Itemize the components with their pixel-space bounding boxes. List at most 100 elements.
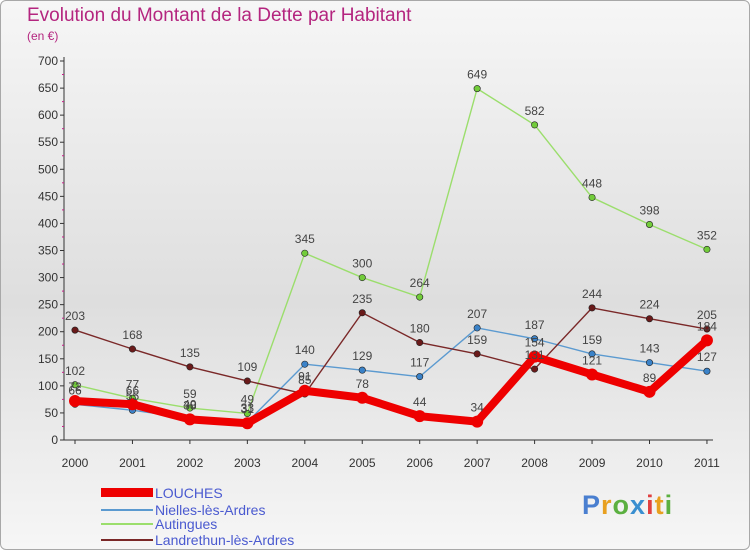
data-label-nielles-les-ardres: 140 [295,343,315,357]
data-label-autingues: 448 [582,176,602,190]
data-label-autingues: 300 [352,257,372,271]
y-tick-label: 100 [38,379,58,393]
data-point-louches [700,334,713,347]
proxiti-logo: Proxiti [582,490,673,521]
y-tick-label: 650 [38,81,58,95]
data-label-nielles-les-ardres: 159 [582,333,602,347]
data-point-louches [643,385,656,398]
x-tick-label: 2006 [406,456,433,470]
legend-swatch-landrethun [101,538,153,541]
data-point-autingues [588,193,596,201]
x-tick-label: 2004 [291,456,318,470]
chart-title: Evolution du Montant de la Dette par Hab… [27,5,412,26]
data-label-nielles-les-ardres: 33 [241,401,255,415]
data-point-autingues [301,249,309,257]
data-label-landrethun-les-ardres: 224 [639,298,659,312]
data-label-autingues: 649 [467,68,487,82]
legend-label-autingues: Autingues [155,515,218,532]
x-tick-label: 2005 [349,456,376,470]
data-label-louches: 66 [126,383,140,397]
y-tick-label: 600 [38,108,58,122]
data-point-louches [413,410,426,423]
y-tick-label: 400 [38,216,58,230]
x-tick-label: 2011 [694,456,720,470]
data-label-autingues: 345 [295,232,315,246]
x-tick-label: 2002 [177,456,204,470]
legend-swatch-nielles [101,508,153,511]
data-point-landrethun-les-ardres [531,365,539,373]
logo-letter: t [654,490,665,520]
data-point-landrethun-les-ardres [186,363,194,371]
data-point-nielles-les-ardres [645,359,653,367]
data-point-nielles-les-ardres [703,367,711,375]
y-tick-label: 0 [51,433,58,447]
data-label-louches: 31 [241,402,255,416]
data-label-louches: 44 [413,395,427,409]
logo-letter: P [582,490,602,520]
data-label-nielles-les-ardres: 40 [183,397,197,411]
legend-item-louches: LOUCHES [101,485,223,501]
y-tick-label: 700 [38,54,58,68]
y-tick-label: 150 [38,352,58,366]
data-point-landrethun-les-ardres [645,315,653,323]
data-label-louches: 154 [525,336,545,350]
y-tick-label: 350 [38,244,58,258]
x-tick-label: 2001 [119,456,146,470]
data-label-nielles-les-ardres: 127 [697,350,717,364]
data-label-autingues: 59 [183,387,197,401]
data-point-nielles-les-ardres [588,350,596,358]
logo-letter: r [601,490,613,520]
logo-letter: x [630,490,647,520]
data-point-landrethun-les-ardres [416,339,424,347]
x-tick-label: 2008 [521,456,548,470]
data-label-landrethun-les-ardres: 235 [352,292,372,306]
data-label-nielles-les-ardres: 66 [68,383,82,397]
data-label-nielles-les-ardres: 129 [352,349,372,363]
data-point-autingues [416,293,424,301]
y-tick-label: 300 [38,271,58,285]
data-point-louches [586,368,599,381]
x-tick-label: 2000 [62,456,89,470]
data-label-nielles-les-ardres: 187 [525,318,545,332]
y-tick-label: 250 [38,298,58,312]
y-tick-label: 450 [38,189,58,203]
x-tick-label: 2007 [464,456,491,470]
y-tick-label: 200 [38,325,58,339]
data-point-louches [241,417,254,430]
data-point-louches [356,391,369,404]
data-point-landrethun-les-ardres [703,325,711,333]
data-label-landrethun-les-ardres: 168 [122,328,142,342]
data-point-louches [69,395,81,408]
data-point-autingues [531,121,539,129]
y-tick-label: 50 [45,406,59,420]
data-label-landrethun-les-ardres: 205 [697,308,717,322]
data-point-autingues [703,245,711,253]
data-label-louches: 91 [298,370,312,384]
legend-swatch-louches [101,488,153,497]
data-label-nielles-les-ardres: 55 [126,389,140,403]
data-point-louches [183,413,196,426]
data-label-louches: 72 [68,380,82,394]
legend-item-autingues: Autingues [101,515,218,532]
data-label-autingues: 77 [126,377,140,391]
legend-item-landrethun: Landrethun-lès-Ardres [101,532,294,548]
x-tick-label: 2003 [234,456,261,470]
data-label-autingues: 398 [639,204,659,218]
data-label-louches: 89 [643,371,657,385]
data-point-louches [528,350,541,363]
data-label-autingues: 264 [410,276,430,290]
series-line-louches [71,336,711,428]
data-label-autingues: 352 [697,228,717,242]
data-label-louches: 38 [183,398,197,412]
data-point-autingues [186,404,194,412]
data-label-landrethun-les-ardres: 180 [410,322,430,336]
legend-swatch-autingues [101,522,153,525]
legend-item-nielles: Nielles-lès-Ardres [101,502,265,518]
chart-axes: 0 50 100 150 200 250 300 350 400 450 500 550 600 650 7… [38,54,720,470]
data-point-autingues [473,85,481,93]
data-point-louches [298,384,311,397]
data-label-landrethun-les-ardres: 109 [237,360,257,374]
